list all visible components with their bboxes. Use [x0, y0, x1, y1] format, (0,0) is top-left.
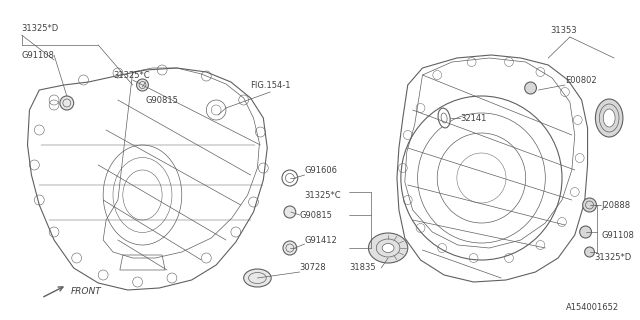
Ellipse shape — [604, 109, 615, 127]
Ellipse shape — [244, 269, 271, 287]
Circle shape — [582, 198, 596, 212]
Ellipse shape — [595, 99, 623, 137]
Circle shape — [136, 79, 148, 91]
Text: E00802: E00802 — [565, 76, 596, 84]
Circle shape — [525, 82, 536, 94]
Circle shape — [284, 206, 296, 218]
Text: G91108: G91108 — [602, 230, 634, 239]
Ellipse shape — [369, 233, 408, 263]
Circle shape — [282, 170, 298, 186]
Text: G90815: G90815 — [300, 211, 333, 220]
Text: A154001652: A154001652 — [566, 303, 619, 313]
Text: 32141: 32141 — [460, 114, 486, 123]
Circle shape — [580, 226, 591, 238]
Text: 31353: 31353 — [550, 26, 577, 35]
Text: G91412: G91412 — [305, 236, 337, 244]
Text: G91606: G91606 — [305, 165, 337, 174]
Text: 31325*C: 31325*C — [305, 190, 341, 199]
Circle shape — [283, 241, 297, 255]
Text: 30728: 30728 — [300, 263, 326, 273]
Ellipse shape — [438, 108, 450, 128]
Text: 31325*C: 31325*C — [113, 70, 150, 79]
Text: G91108: G91108 — [22, 51, 54, 60]
Ellipse shape — [382, 244, 394, 252]
Text: J20888: J20888 — [602, 201, 630, 210]
Text: FIG.154-1: FIG.154-1 — [250, 81, 291, 90]
Circle shape — [60, 96, 74, 110]
Text: 31325*D: 31325*D — [22, 23, 59, 33]
Text: G90815: G90815 — [145, 95, 179, 105]
Text: 31835: 31835 — [349, 263, 376, 273]
Text: FRONT: FRONT — [71, 287, 102, 297]
Circle shape — [584, 247, 595, 257]
Text: 31325*D: 31325*D — [595, 253, 632, 262]
